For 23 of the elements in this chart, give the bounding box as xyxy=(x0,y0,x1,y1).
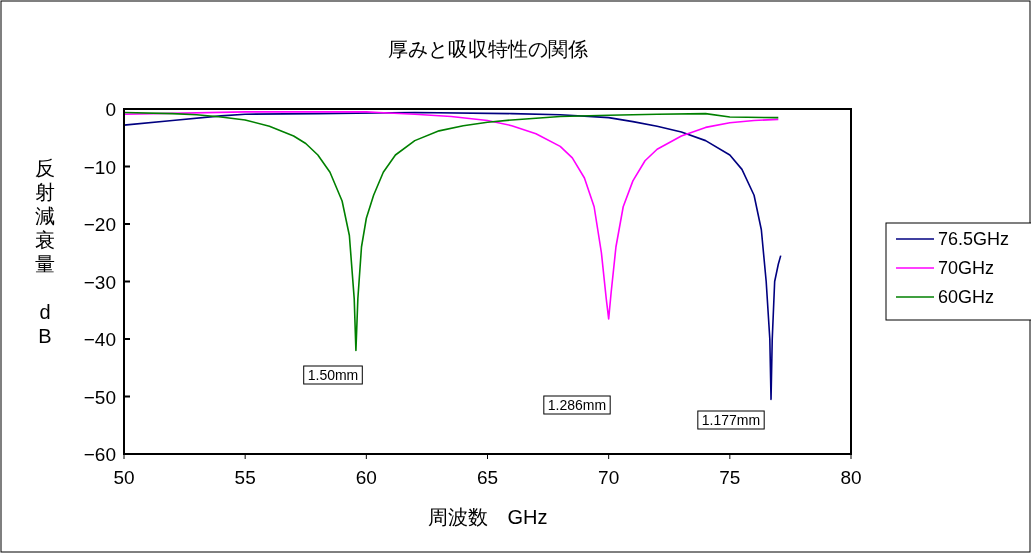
y-tick-label: −50 xyxy=(83,386,116,408)
y-tick-label: −30 xyxy=(83,271,116,293)
legend-label: 76.5GHz xyxy=(938,229,1010,249)
y-tick-label: −20 xyxy=(83,214,116,235)
y-tick-label: −60 xyxy=(83,444,116,465)
annotation: 1.177mm xyxy=(701,412,761,428)
x-tick-label: 60 xyxy=(355,467,377,488)
legend-label: 60GHz xyxy=(938,287,995,307)
x-tick-label: 55 xyxy=(234,467,256,488)
y-tick-label: −40 xyxy=(83,329,116,350)
y-tick-label: −10 xyxy=(83,156,116,178)
x-tick-label: 75 xyxy=(719,467,741,488)
text: 反射減衰量 dB xyxy=(35,157,55,347)
x-tick-label: 80 xyxy=(840,467,862,488)
annotation: 1.50mm xyxy=(307,367,359,383)
legend-label: 70GHz xyxy=(938,258,995,278)
y-tick-label: 0 xyxy=(105,99,116,120)
x-tick-label: 50 xyxy=(113,467,135,488)
x-tick-label: 65 xyxy=(476,467,499,488)
annotation: 1.286mm xyxy=(547,397,607,413)
x-tick-label: 70 xyxy=(598,467,620,488)
chart-title: 厚みと吸収特性の関係 xyxy=(387,38,588,60)
x-axis-title: 周波数 GHz xyxy=(427,506,548,528)
